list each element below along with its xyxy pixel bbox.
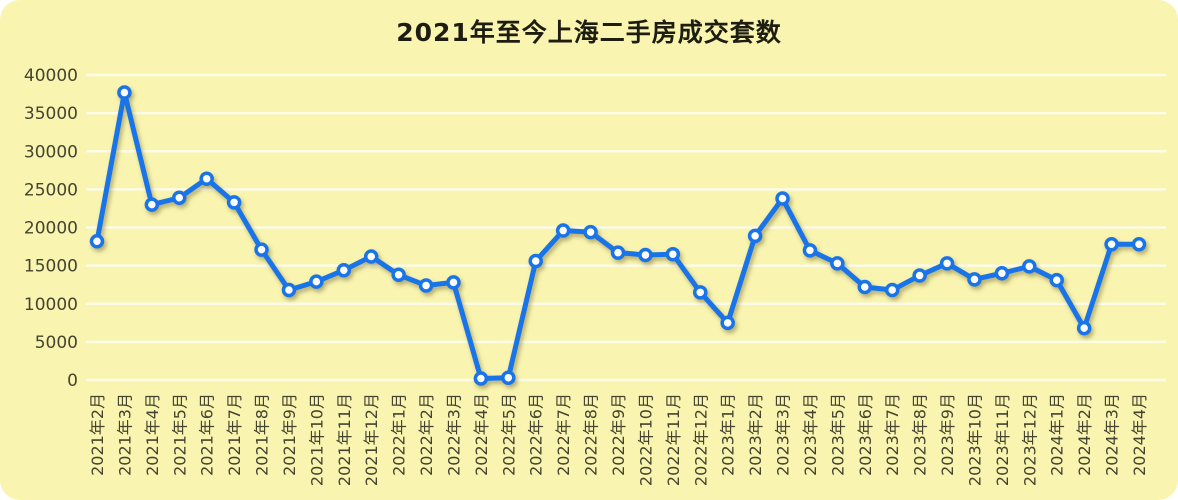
x-axis-tick-label: 2023年8月 [911,393,930,476]
chart-title: 2021年至今上海二手房成交套数 [396,18,782,47]
x-axis-tick-label: 2023年7月 [883,393,902,476]
x-axis-tick-label: 2021年12月 [362,393,381,486]
y-axis-tick-label: 40000 [24,66,78,86]
x-axis-tick-label: 2021年6月 [198,393,217,476]
x-axis-tick-label: 2023年4月 [801,393,820,476]
data-point-marker [528,253,543,269]
data-point-marker [1104,237,1119,252]
data-point-marker [336,262,352,278]
data-point-marker [830,256,845,271]
data-series [89,85,1147,386]
data-point-marker [583,224,598,240]
data-point-marker [610,245,626,260]
x-axis-tick-label: 2022年6月 [527,393,546,476]
data-point-marker [693,285,708,300]
data-point-marker [967,272,982,287]
y-axis-tick-label: 0 [67,371,78,391]
x-axis-tick-label: 2023年5月 [828,393,847,476]
data-point-marker [720,315,735,331]
x-axis-tick-label: 2021年8月 [253,393,272,476]
data-point-marker [1049,272,1064,288]
x-axis-tick-label: 2024年3月 [1103,393,1122,476]
data-point-marker [884,282,900,298]
x-axis-tick-label: 2021年2月 [88,393,107,476]
data-point-marker [309,274,324,289]
data-point-marker [1022,259,1037,274]
y-axis-tick-label: 10000 [24,295,78,315]
x-axis-tick-label: 2021年10月 [307,393,326,486]
x-axis-tick-label: 2023年1月 [719,393,738,476]
x-axis-tick-label: 2022年8月 [582,393,601,476]
x-axis-tick-label: 2024年1月 [1048,393,1067,476]
x-axis-tick-label: 2023年12月 [1020,393,1039,486]
data-point-marker [363,249,379,264]
x-axis-tick-label: 2021年4月 [143,393,162,476]
x-axis-tick-label: 2023年3月 [774,393,793,476]
x-axis-tick-label: 2021年3月 [115,393,134,476]
x-axis-tick-label: 2022年1月 [390,393,409,476]
data-point-marker [473,371,489,386]
x-axis-tick-label: 2021年9月 [280,393,299,476]
data-point-marker [89,233,105,249]
y-axis-tick-label: 15000 [24,257,78,277]
x-axis-tick-label: 2022年12月 [691,393,710,486]
y-axis-tick-label: 30000 [24,142,78,162]
x-axis-tick-label: 2021年5月 [170,393,189,476]
x-axis-tick-label: 2022年3月 [444,393,463,476]
data-point-marker [857,279,873,295]
data-point-marker [281,282,297,298]
data-point-marker [939,256,955,271]
x-axis-tick-label: 2023年11月 [993,393,1012,486]
data-point-marker [1131,237,1147,252]
data-point-marker [1076,320,1092,336]
x-axis-tick-label: 2023年2月 [746,393,765,476]
y-axis-tick-label: 35000 [24,104,78,124]
x-axis-tick-label: 2022年5月 [499,393,518,476]
data-point-marker [418,278,434,293]
data-point-marker [665,246,681,262]
data-point-marker [254,242,269,257]
x-axis-tick-label: 2023年10月 [965,393,984,486]
data-point-marker [555,223,571,238]
x-axis-tick-label: 2022年10月 [636,393,655,486]
x-axis-tick-label: 2022年9月 [609,393,628,476]
series-line [94,90,1142,381]
data-point-marker [802,243,818,258]
data-point-marker [638,247,653,263]
data-point-marker [172,190,187,206]
x-axis-tick-label: 2024年2月 [1075,393,1094,476]
data-point-marker [144,197,160,212]
data-point-marker [446,275,461,290]
y-axis-tick-label: 5000 [35,333,78,353]
x-axis-tick-label: 2022年11月 [664,393,683,486]
data-point-marker [117,85,132,100]
data-point-marker [501,370,516,385]
data-point-marker [775,191,790,206]
data-point-marker [226,195,242,210]
data-point-marker [994,266,1010,281]
data-point-marker [199,171,214,186]
x-axis-tick-label: 2022年4月 [472,393,491,476]
data-point-marker [912,268,927,283]
data-point-marker [747,228,763,244]
x-axis-tick-label: 2022年2月 [417,393,436,476]
x-axis-tick-label: 2023年9月 [938,393,957,476]
x-axis-tick-label: 2024年4月 [1130,393,1149,476]
x-axis-tick-label: 2023年6月 [856,393,875,476]
data-point-marker [391,267,406,283]
y-axis-tick-label: 25000 [24,180,78,200]
x-axis-tick-label: 2021年11月 [335,393,354,486]
x-axis-tick-label: 2021年7月 [225,393,244,476]
x-axis-tick-label: 2022年7月 [554,393,573,476]
y-axis-tick-label: 20000 [24,219,78,239]
